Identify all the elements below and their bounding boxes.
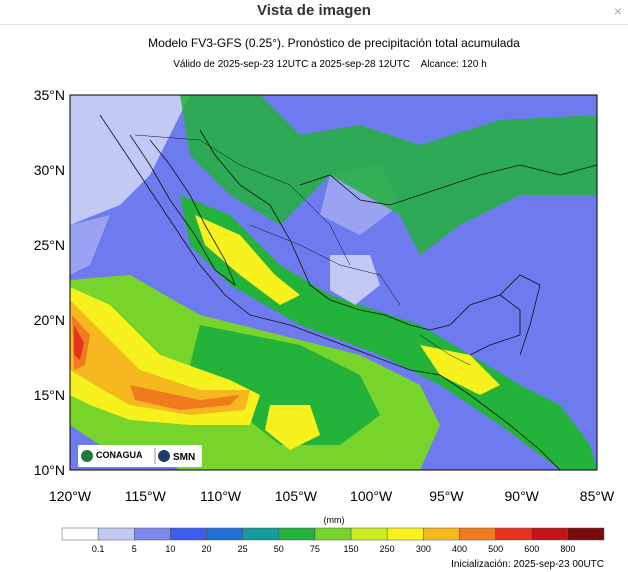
- colorbar-label: 800: [560, 544, 575, 554]
- init-text: Inicialización: 2025-sep-23 00UTC: [451, 559, 604, 570]
- colorbar-label: 10: [165, 544, 175, 554]
- lon-label: 85°W: [580, 488, 615, 504]
- lat-label: 20°N: [34, 312, 65, 328]
- colorbar-label: 20: [202, 544, 212, 554]
- colorbar-label: 50: [274, 544, 284, 554]
- lon-label: 100°W: [350, 488, 393, 504]
- lon-label: 105°W: [275, 488, 318, 504]
- colorbar-swatch: [97, 527, 135, 541]
- lon-label: 90°W: [505, 488, 540, 504]
- logos: CONAGUA SMN: [78, 445, 202, 467]
- colorbar-label: 500: [488, 544, 503, 554]
- modal-title: Vista de imagen: [257, 2, 371, 19]
- lat-label: 30°N: [34, 162, 65, 178]
- logo-text: SMN: [173, 452, 195, 463]
- colorbar-swatch: [278, 527, 316, 541]
- borders: [134, 134, 471, 366]
- colorbar-swatch: [314, 527, 352, 541]
- colorbar-label: 600: [524, 544, 539, 554]
- precip-area: [180, 195, 597, 470]
- lat-label: 35°N: [34, 87, 65, 103]
- precip-area: [420, 345, 500, 395]
- precip-area: [180, 95, 597, 255]
- colorbar-swatch: [206, 527, 243, 541]
- colorbar-swatch: [495, 527, 532, 541]
- lon-label: 115°W: [125, 488, 167, 504]
- lat-label: 25°N: [34, 237, 65, 253]
- precip-area: [74, 325, 84, 360]
- precip-area: [265, 405, 320, 450]
- colorbar-swatch: [531, 527, 569, 541]
- lon-label: 95°W: [429, 488, 464, 504]
- lat-label: 15°N: [34, 387, 65, 403]
- map-figure: Modelo FV3-GFS (0.25°). Pronóstico de pr…: [34, 36, 615, 570]
- colorbar-swatch: [170, 527, 207, 541]
- logo-box: [78, 445, 202, 467]
- lat-label: 10°N: [34, 462, 65, 478]
- map-frame: [69, 94, 598, 471]
- colorbar-label: 25: [238, 544, 248, 554]
- close-button[interactable]: ×: [613, 3, 622, 19]
- colorbar-swatch: [386, 527, 424, 541]
- colorbar-swatch: [567, 527, 605, 541]
- logo-icon: [81, 450, 93, 462]
- colorbar-label: 75: [310, 544, 320, 554]
- colorbar-swatch: [350, 527, 388, 541]
- lon-label: 110°W: [200, 488, 242, 504]
- colorbar-label: 400: [452, 544, 467, 554]
- colorbar-label: 0.1: [92, 544, 105, 554]
- modal-header: Vista de imagen ×: [0, 0, 628, 25]
- map-area: CONAGUA SMN: [69, 94, 598, 471]
- precip-area: [195, 215, 300, 305]
- colorbar-label: 150: [344, 544, 359, 554]
- colorbar-swatch: [242, 527, 280, 541]
- colorbar-label: 250: [380, 544, 395, 554]
- colorbar-label: 300: [416, 544, 431, 554]
- map-subtitle: Válido de 2025-sep-23 12UTC a 2025-sep-2…: [173, 59, 487, 70]
- colorbar-swatch: [134, 527, 171, 541]
- map-title: Modelo FV3-GFS (0.25°). Pronóstico de pr…: [148, 36, 520, 50]
- precip-area: [72, 315, 240, 410]
- colorbar-label: 5: [132, 544, 137, 554]
- logo-text: CONAGUA: [96, 450, 143, 460]
- colorbar-unit: (mm): [324, 515, 345, 525]
- precip-area: [70, 300, 250, 415]
- precip-area: [190, 325, 380, 445]
- colorbar-swatch: [459, 527, 496, 541]
- precip-area: [330, 255, 380, 305]
- precip-area: [70, 215, 110, 275]
- logo-icon: [158, 450, 170, 462]
- colorbar-swatch: [61, 527, 99, 541]
- colorbar-swatch: [423, 527, 460, 541]
- lon-label: 120°W: [49, 488, 92, 504]
- coastline: [99, 114, 597, 470]
